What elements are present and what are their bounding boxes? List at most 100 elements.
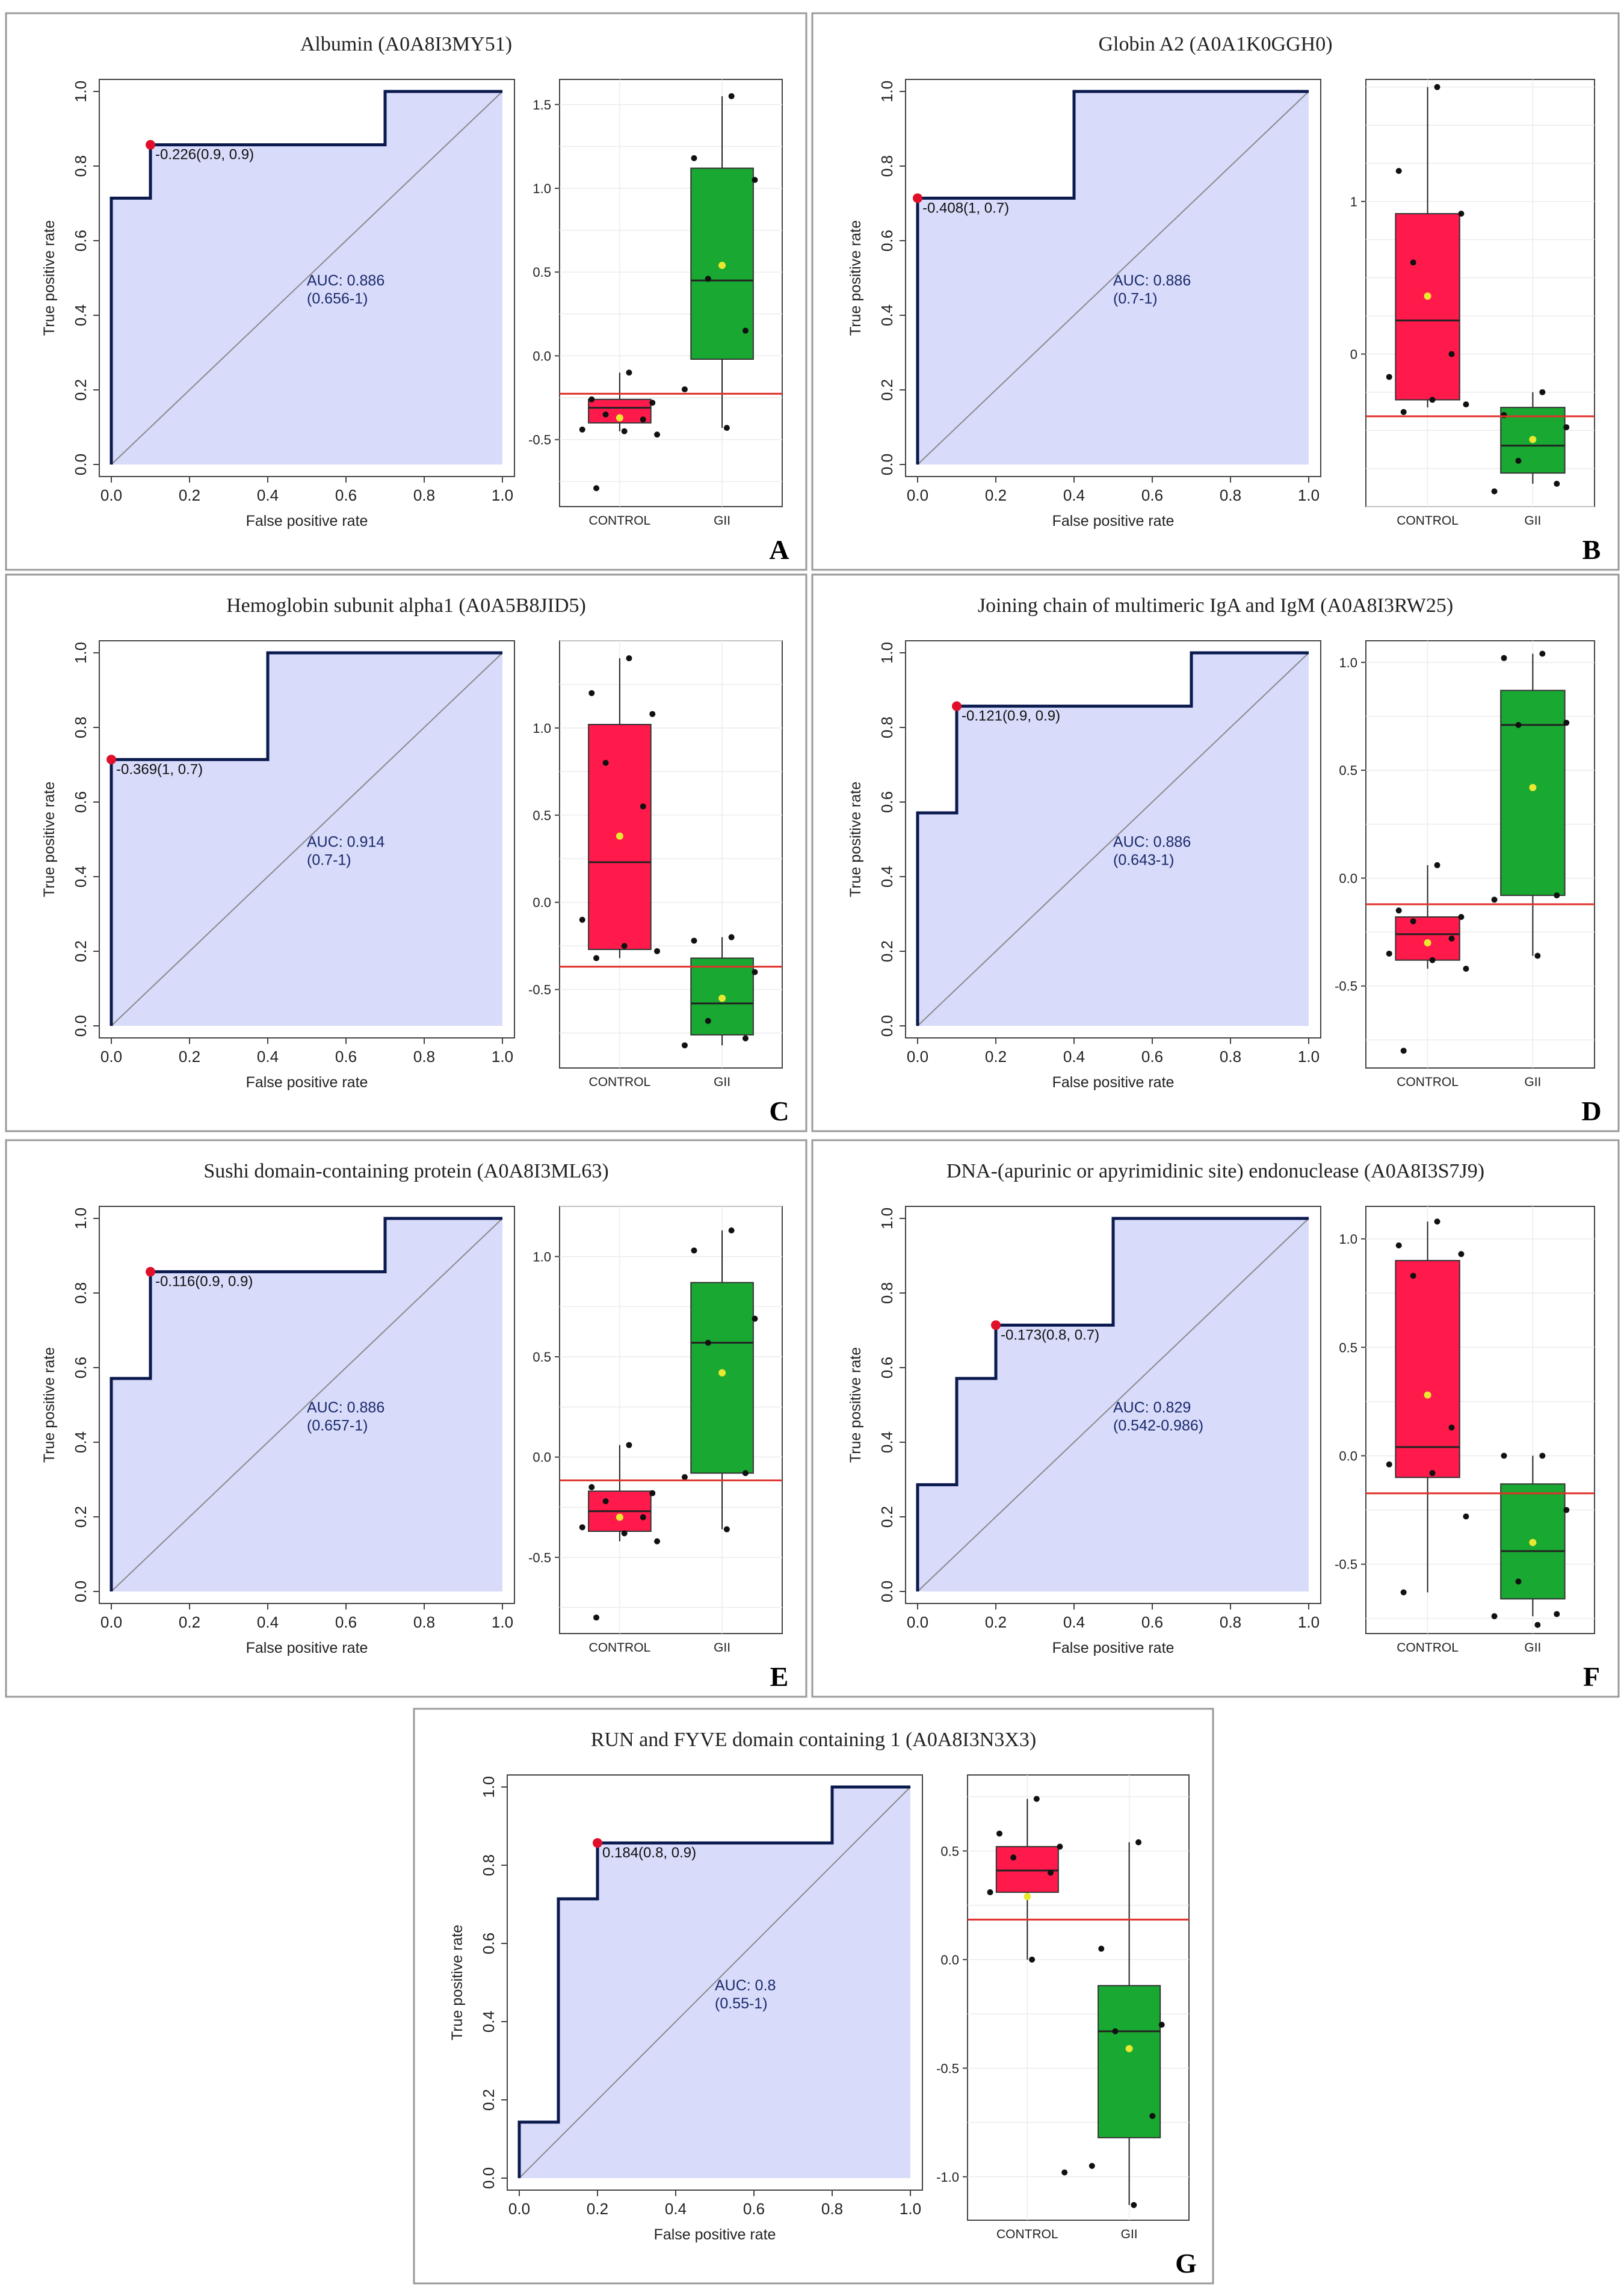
boxplot-point <box>593 485 600 492</box>
boxplot-point <box>579 1524 585 1531</box>
roc-x-axis-label: False positive rate <box>246 1074 368 1091</box>
boxplot-point <box>579 426 585 433</box>
boxplot-point <box>626 1442 632 1448</box>
boxplot-point <box>691 1247 697 1254</box>
boxplot-box <box>995 1846 1059 1893</box>
roc-curve <box>916 90 1309 464</box>
roc-x-tick-label: 0.2 <box>179 1613 200 1631</box>
roc-y-tick-label: 1.0 <box>72 642 90 664</box>
roc-y-tick-label: 0.6 <box>878 791 896 813</box>
boxplot-mean <box>1424 292 1431 300</box>
boxplot-group-label: CONTROL <box>589 1075 651 1089</box>
boxplot-group-label: GII <box>714 1075 730 1089</box>
roc-cut-point <box>146 140 155 150</box>
roc-x-tick-label: 0.2 <box>179 1048 200 1066</box>
boxplot-point <box>602 1498 609 1504</box>
roc-y-tick-label: 0.2 <box>480 2089 498 2111</box>
boxplot-y-tick-label: 0.5 <box>533 1350 551 1365</box>
boxplot-point <box>1491 897 1498 903</box>
boxplot-mean <box>616 414 623 422</box>
boxplot-point <box>1429 957 1436 963</box>
panel-letter: F <box>1583 1661 1600 1692</box>
boxplot-point <box>996 1830 1002 1837</box>
boxplot-point <box>621 1530 628 1537</box>
boxplot-point <box>1395 1242 1402 1248</box>
boxplot-point <box>1534 1622 1541 1628</box>
boxplot-point <box>640 803 646 810</box>
roc-chance-line <box>917 652 1309 1026</box>
roc-y-tick-label: 0.6 <box>72 1357 90 1378</box>
panel-A: Albumin (A0A8I3MY51) A -0.226(0.9, 0.9) AUC… <box>5 12 807 571</box>
boxplot-point <box>681 1474 688 1480</box>
roc-ci-label: (0.656-1) <box>307 290 368 307</box>
roc-x-tick-label: 1.0 <box>492 1613 513 1631</box>
roc-x-tick-label: 0.6 <box>335 486 357 504</box>
boxplot-group-label: GII <box>1524 514 1541 528</box>
boxplot-mean <box>1023 1893 1031 1901</box>
boxplot-point <box>1429 1470 1436 1477</box>
boxplot-point <box>1057 1844 1063 1850</box>
roc-y-tick-label: 0.8 <box>480 1854 498 1876</box>
roc-x-tick-label: 0.8 <box>1220 486 1241 504</box>
roc-x-tick-label: 1.0 <box>1298 1613 1320 1631</box>
boxplot-point <box>626 369 632 376</box>
roc-x-tick-label: 0.0 <box>100 1048 122 1066</box>
boxplot-point <box>681 1042 688 1049</box>
boxplot-group-label: CONTROL <box>589 1641 651 1655</box>
boxplot-point <box>728 934 735 940</box>
boxplot-y-tick-label: -1.0 <box>936 2170 959 2185</box>
roc-y-tick-label: 0.0 <box>480 2167 498 2189</box>
panel-letter: E <box>770 1661 789 1692</box>
boxplot-point <box>1112 2028 1119 2034</box>
boxplot-point <box>1458 211 1465 217</box>
boxplot-point <box>1501 1452 1507 1459</box>
boxplot-mean <box>616 832 623 840</box>
roc-y-tick-label: 0.2 <box>72 940 90 962</box>
roc-y-axis-label: True positive rate <box>41 220 58 336</box>
roc-y-tick-label: 1.0 <box>878 81 896 102</box>
roc-curve <box>110 651 502 1026</box>
boxplot-point <box>1400 1589 1407 1596</box>
boxplot-mean <box>1529 436 1537 443</box>
boxplot-y-tick-label: 0.5 <box>533 808 551 823</box>
boxplot-point <box>1448 935 1455 942</box>
boxplot-point <box>728 93 735 99</box>
boxplot-point <box>705 1017 711 1024</box>
roc-x-tick-label: 0.6 <box>335 1048 357 1066</box>
boxplot-y-tick-label: 1 <box>1350 194 1357 209</box>
boxplot-point <box>1410 259 1416 266</box>
boxplot-y-tick-label: 0.5 <box>940 1844 959 1859</box>
boxplot-y-tick-label: 0 <box>1350 347 1357 362</box>
boxplot-point <box>1429 397 1436 403</box>
panel-letter: G <box>1175 2248 1197 2279</box>
boxplot-point <box>1554 480 1560 487</box>
roc-x-tick-label: 0.2 <box>587 2200 608 2218</box>
boxplot-y-tick-label: 0.0 <box>533 1450 551 1465</box>
boxplot-point <box>742 1470 749 1477</box>
boxplot-point <box>1539 389 1546 395</box>
boxplot-point <box>1149 2113 1156 2119</box>
roc-y-axis-label: True positive rate <box>41 782 58 897</box>
roc-y-axis-label: True positive rate <box>847 782 864 897</box>
roc-auc-label: AUC: 0.829 <box>1113 1399 1191 1416</box>
boxplot-point <box>1491 488 1498 495</box>
boxplot-box <box>1395 1260 1460 1478</box>
roc-y-tick-label: 0.8 <box>72 155 90 177</box>
roc-x-tick-label: 0.6 <box>335 1613 357 1631</box>
roc-y-tick-label: 0.0 <box>878 454 896 475</box>
roc-y-tick-label: 0.6 <box>72 230 90 252</box>
roc-auc-label: AUC: 0.886 <box>1113 272 1191 289</box>
roc-y-tick-label: 0.0 <box>878 1581 896 1602</box>
boxplot-point <box>579 916 585 923</box>
boxplot-point <box>1458 1251 1465 1258</box>
boxplot-group-label: GII <box>1524 1641 1541 1655</box>
roc-y-tick-label: 0.0 <box>72 454 90 475</box>
panel-letter: C <box>769 1096 789 1126</box>
boxplot-point <box>588 1484 595 1490</box>
roc-x-tick-label: 0.8 <box>413 1613 435 1631</box>
roc-y-axis-label: True positive rate <box>449 1925 466 2040</box>
boxplot-y-tick-label: 0.0 <box>1339 1448 1357 1463</box>
roc-x-tick-label: 0.4 <box>1063 1048 1085 1066</box>
boxplot-group-label: CONTROL <box>589 514 651 528</box>
boxplot-point <box>626 655 632 661</box>
